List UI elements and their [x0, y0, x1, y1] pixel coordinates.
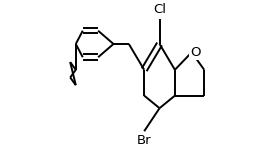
Text: Cl: Cl: [153, 3, 166, 16]
Text: Br: Br: [137, 134, 151, 147]
Text: O: O: [190, 46, 201, 59]
